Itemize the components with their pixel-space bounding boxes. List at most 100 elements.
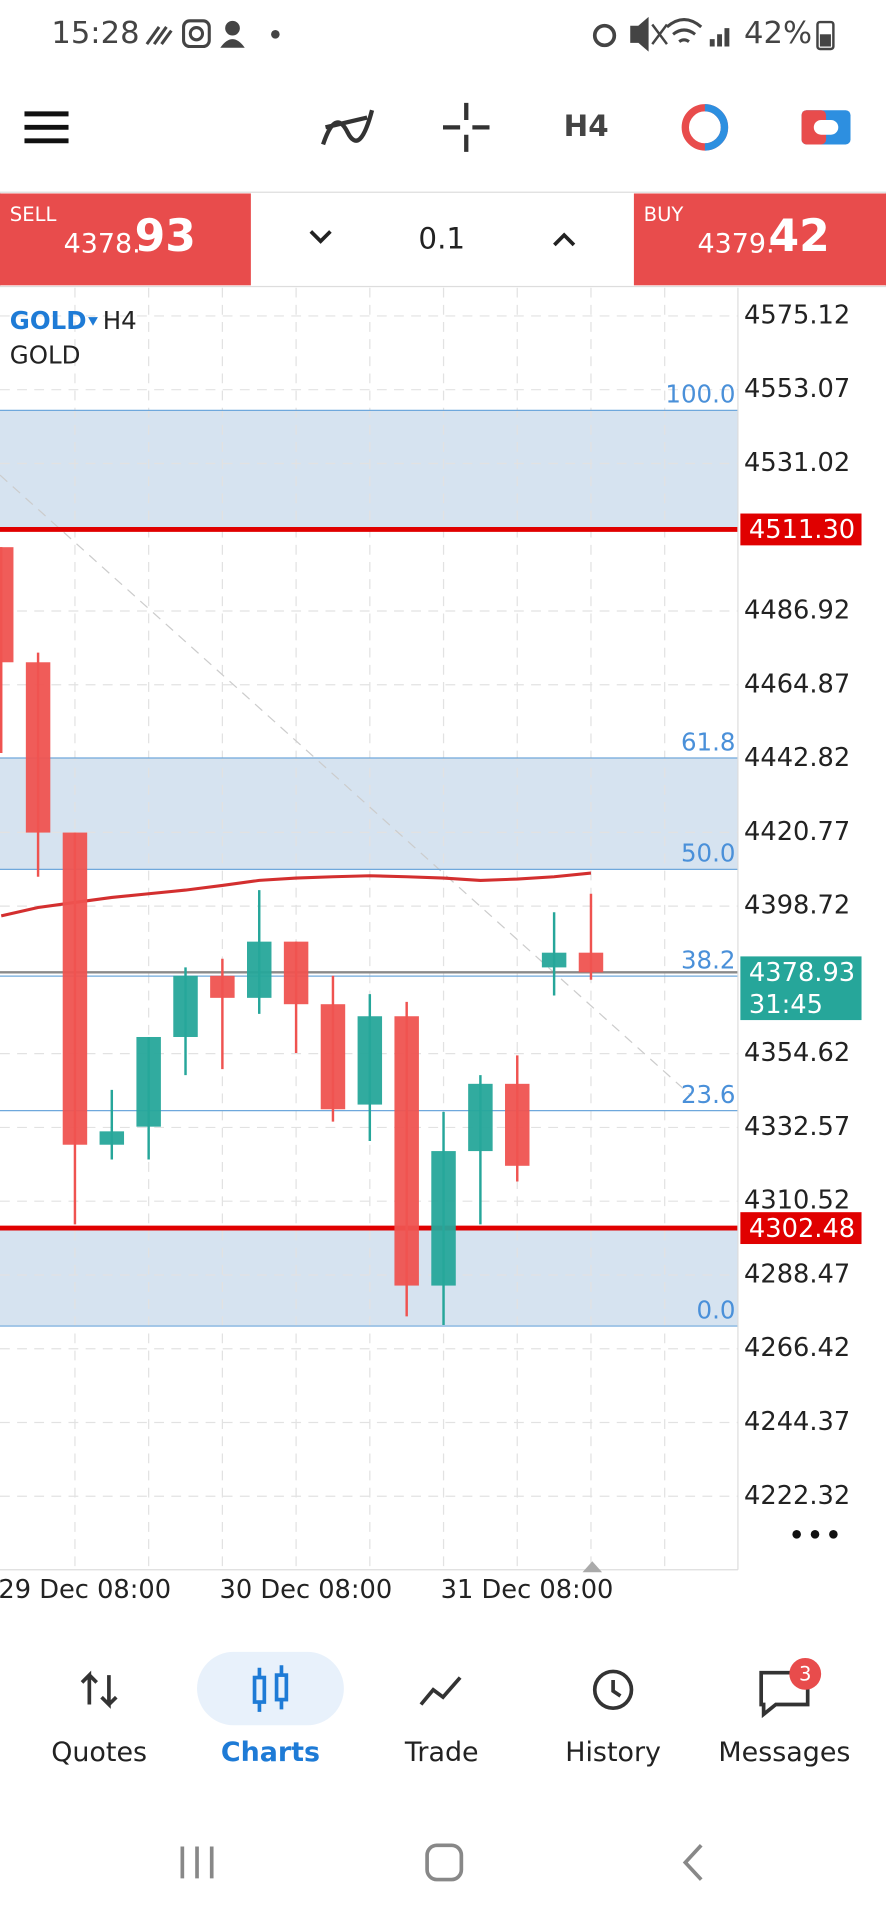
nav-item[interactable]: Quotes (51, 1737, 147, 1768)
y-tick-label: 4531.02 (744, 448, 850, 478)
price-axis: 4575.12 4553.07 4531.02 4486.92 4464.87 4442.… (0, 300, 862, 1605)
buy-label: BUY (644, 203, 684, 226)
candle-body (62, 832, 88, 1145)
buy-button[interactable] (633, 193, 886, 286)
current-price-bg (740, 956, 862, 1021)
nav-item[interactable]: Charts (221, 1737, 320, 1768)
badge (789, 1657, 822, 1690)
price-label-bg (740, 513, 862, 546)
buy-price: 4379. (698, 228, 775, 259)
charts-icon (252, 1665, 289, 1712)
icon (145, 26, 173, 45)
x-tick-label: 31 Dec 08:00 (441, 1575, 614, 1605)
sell-label: SELL (10, 203, 57, 226)
candle-body (468, 1083, 493, 1152)
sell-price: 4378. (64, 228, 141, 259)
candle-body (25, 662, 51, 833)
system-nav (180, 1843, 703, 1882)
candle-body (320, 1004, 346, 1110)
status-time: 15:28 (51, 16, 139, 51)
chart-timeframe: H4 (103, 306, 137, 335)
y-tick-label: 4332.57 (744, 1112, 850, 1142)
scroll-marker[interactable] (582, 1561, 603, 1573)
icon (220, 39, 245, 48)
home-button[interactable] (425, 1843, 464, 1882)
fib-zone (0, 757, 738, 870)
icon (225, 20, 240, 36)
candle-body (99, 1131, 125, 1145)
candle-body (578, 952, 604, 973)
nav-item[interactable]: History (565, 1737, 661, 1768)
more-button[interactable] (792, 1530, 838, 1539)
symbol-dropdown[interactable] (88, 317, 98, 326)
y-tick-label: 4442.82 (744, 743, 850, 773)
candle-body (541, 952, 567, 968)
crosshair-button[interactable] (443, 102, 490, 152)
active-tab-bg (197, 1651, 344, 1726)
fib-zone (0, 410, 738, 530)
y-tick-label: 4288.47 (744, 1259, 850, 1289)
icon (592, 23, 617, 48)
candle-body (283, 941, 309, 1005)
history-icon (592, 1669, 634, 1710)
x-tick-label: 29 Dec 08:00 (0, 1575, 171, 1605)
candle-body (210, 975, 235, 998)
price-label-bg (740, 1212, 862, 1245)
volume-down[interactable] (309, 230, 332, 244)
candle-body (357, 1016, 383, 1105)
symbol[interactable]: GOLD (10, 306, 87, 335)
icon (271, 30, 280, 39)
battery-level: 42% (744, 16, 812, 51)
indicators-button[interactable] (321, 109, 375, 146)
icon (665, 18, 703, 43)
fib-zone (0, 1228, 738, 1327)
fib-label: 50.0 (681, 839, 735, 868)
candle-body (394, 1016, 419, 1286)
fib-label: 23.6 (681, 1080, 735, 1109)
battery-icon (816, 20, 835, 51)
nav-item[interactable]: Trade (404, 1737, 479, 1768)
zones (0, 410, 738, 1327)
recents-button[interactable] (180, 1846, 214, 1879)
objects-button-part (704, 104, 729, 151)
moving-average (0, 871, 592, 918)
y-tick-label: 4575.12 (744, 300, 850, 330)
y-tick-label: 4398.72 (744, 891, 850, 921)
sell-button[interactable] (0, 193, 251, 286)
price-label: 4302.48 (749, 1214, 855, 1244)
trade-icon (419, 1676, 462, 1706)
icon (188, 26, 205, 42)
x-tick-label: 30 Dec 08:00 (220, 1575, 393, 1605)
grid (0, 287, 738, 1570)
volume-up[interactable] (553, 232, 576, 247)
history-icon-hands (611, 1680, 622, 1698)
price-label: 4511.30 (749, 515, 855, 545)
fib-label: 61.8 (681, 727, 735, 756)
fib-label: 38.2 (681, 945, 735, 974)
nav-item[interactable]: Messages (718, 1737, 850, 1768)
trade-panel: SELL 4378. 93 0.1 BUY 4379. 42 (0, 191, 886, 288)
status-bar: 15:28 42% (51, 16, 835, 52)
y-tick-label: 4222.32 (744, 1481, 850, 1511)
trade-button-part (813, 120, 839, 135)
volume[interactable]: 0.1 (418, 221, 465, 255)
y-tick-label: 4420.77 (744, 817, 850, 847)
levels: 100.0 61.8 50.0 38.2 23.6 0.0 (0, 380, 738, 1327)
icon (182, 19, 211, 49)
y-tick-label: 4244.37 (744, 1407, 850, 1437)
y-tick-label: 4354.62 (744, 1038, 850, 1068)
symbol-description: GOLD (10, 340, 81, 369)
back-button[interactable] (682, 1844, 703, 1881)
menu-button[interactable] (24, 111, 69, 144)
battery-fill (819, 34, 831, 47)
timeframe-button[interactable]: H4 (564, 109, 609, 143)
y-tick-label: 4486.92 (744, 596, 850, 626)
candle-body (136, 1036, 161, 1127)
current-price: 4378.93 (749, 958, 855, 988)
fib-label: 100.0 (665, 380, 735, 409)
y-tick-label: 4553.07 (744, 374, 850, 404)
candle-body (247, 941, 272, 998)
candle-body (505, 1083, 530, 1166)
buy-price-big: 42 (769, 211, 830, 262)
